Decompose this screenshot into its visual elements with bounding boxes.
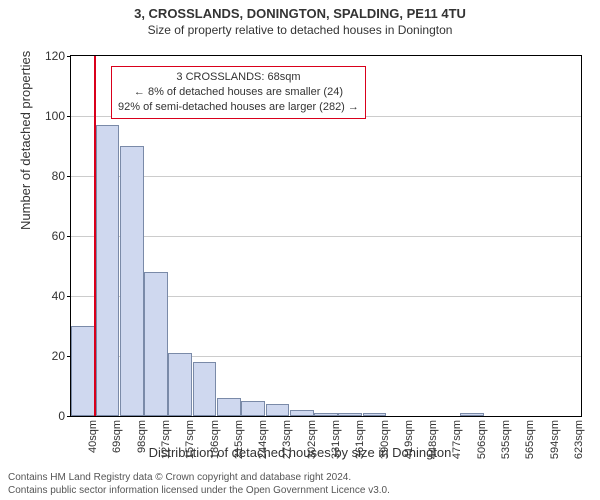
y-tick-label: 120 — [45, 49, 65, 63]
chart-title: 3, CROSSLANDS, DONINGTON, SPALDING, PE11… — [0, 0, 600, 21]
histogram-bar — [168, 353, 192, 416]
y-tick-label: 80 — [52, 169, 65, 183]
footer-attribution: Contains HM Land Registry data © Crown c… — [8, 472, 592, 497]
histogram-bar — [338, 413, 362, 416]
histogram-bar — [314, 413, 338, 416]
histogram-bar — [290, 410, 314, 416]
property-marker-line — [94, 56, 96, 416]
histogram-bar — [120, 146, 144, 416]
footer-line-1: Contains HM Land Registry data © Crown c… — [8, 472, 592, 485]
chart-subtitle: Size of property relative to detached ho… — [0, 21, 600, 37]
property-info-box: 3 CROSSLANDS: 68sqm← 8% of detached hous… — [111, 66, 366, 119]
histogram-bar — [144, 272, 168, 416]
footer-line-2: Contains public sector information licen… — [8, 485, 592, 498]
chart-plot-area: 02040608010012040sqm69sqm98sqm127sqm157s… — [70, 55, 582, 417]
histogram-bar — [363, 413, 387, 416]
y-tick-label: 100 — [45, 109, 65, 123]
y-tick-label: 0 — [58, 409, 65, 423]
histogram-bar — [96, 125, 120, 416]
y-tick-label: 40 — [52, 289, 65, 303]
histogram-bar — [460, 413, 484, 416]
info-box-line-1: 3 CROSSLANDS: 68sqm — [118, 70, 359, 85]
y-tick-label: 60 — [52, 229, 65, 243]
y-axis-label: Number of detached properties — [18, 51, 33, 230]
histogram-bar — [266, 404, 290, 416]
x-axis-label: Distribution of detached houses by size … — [0, 445, 600, 460]
info-box-line-2: ← 8% of detached houses are smaller (24) — [118, 85, 359, 100]
histogram-bar — [217, 398, 241, 416]
histogram-bar — [241, 401, 265, 416]
y-tick-mark — [67, 416, 71, 417]
y-tick-label: 20 — [52, 349, 65, 363]
histogram-bar — [71, 326, 95, 416]
histogram-bar — [193, 362, 217, 416]
info-box-line-3: 92% of semi-detached houses are larger (… — [118, 100, 359, 115]
